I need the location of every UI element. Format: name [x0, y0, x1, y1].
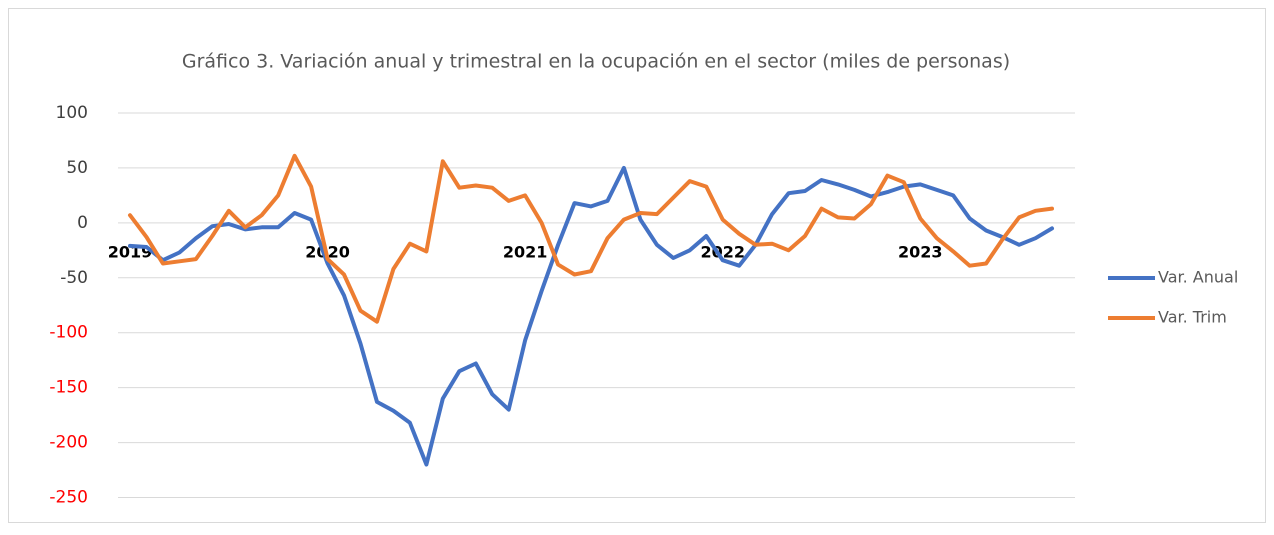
x-tick-label: 2021 — [503, 242, 548, 261]
legend-label: Var. Trim — [1158, 308, 1227, 327]
y-tick-label: 100 — [56, 103, 88, 123]
y-tick-label: -150 — [49, 378, 88, 398]
series-line — [128, 165, 1054, 467]
chart-title: Gráfico 3. Variación anual y trimestral … — [182, 51, 1010, 73]
x-tick-label: 2023 — [898, 242, 943, 261]
y-tick-label: 0 — [77, 213, 88, 233]
y-tick-label: -100 — [49, 323, 88, 343]
y-tick-label: -50 — [60, 268, 88, 288]
legend-label: Var. Anual — [1158, 268, 1238, 287]
y-tick-label: -200 — [49, 433, 88, 453]
y-tick-label: 50 — [66, 158, 88, 178]
chart-border — [8, 8, 1266, 523]
series-line — [128, 153, 1054, 324]
y-tick-label: -250 — [49, 488, 88, 508]
